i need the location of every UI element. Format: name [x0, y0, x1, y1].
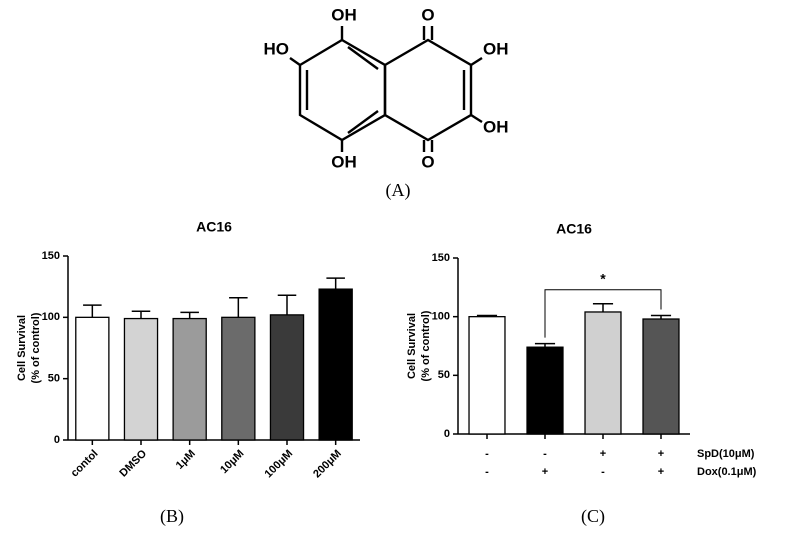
y-tick-label: 100	[42, 311, 60, 323]
atom-label: OH	[483, 39, 509, 58]
bar	[172, 317, 207, 441]
atom-label: OH	[331, 5, 357, 24]
atom-label: HO	[264, 39, 290, 58]
chemical-structure: OH HO OH O OH OH O	[264, 5, 509, 171]
y-axis-label: (% of control)	[30, 312, 42, 383]
bar	[584, 311, 622, 435]
chart-title: AC16	[556, 221, 592, 237]
y-tick-label: 150	[432, 252, 450, 264]
ring	[298, 38, 387, 142]
treatment-sign: +	[658, 466, 664, 478]
x-tick-label: 1μM	[174, 448, 198, 472]
y-axis-label: Cell Survival	[406, 313, 418, 379]
significance-bracket	[544, 289, 662, 338]
chart-title: AC16	[196, 219, 232, 235]
atom-label: OH	[483, 117, 509, 136]
x-tick-label: contol	[69, 448, 101, 480]
bar	[468, 316, 506, 435]
treatment-sign: -	[543, 448, 547, 460]
y-axis-label: Cell Survival	[16, 315, 28, 381]
ring	[383, 38, 473, 142]
bond	[470, 113, 483, 124]
atom-label: O	[421, 5, 434, 24]
treatment-sign: +	[542, 466, 548, 478]
panel-label: (A)	[386, 180, 411, 201]
atom-label: O	[421, 152, 434, 171]
treatment-name: Dox(0.1μM)	[697, 466, 757, 478]
y-axis-label: (% of control)	[420, 310, 432, 381]
panel-label: (C)	[581, 506, 605, 527]
x-tick-label: DMSO	[117, 447, 149, 479]
treatment-name: SpD(10μM)	[697, 448, 755, 460]
x-tick-label: 200μM	[311, 448, 344, 481]
y-tick-label: 0	[444, 428, 450, 440]
double-bond	[347, 46, 379, 70]
bar	[526, 346, 564, 435]
double-bond	[347, 110, 379, 134]
bond	[289, 57, 301, 66]
treatment-sign: -	[601, 466, 605, 478]
bar	[269, 314, 305, 441]
bar	[221, 316, 256, 441]
treatment-sign: +	[658, 448, 664, 460]
panel-label: (B)	[160, 506, 184, 527]
y-tick-label: 50	[438, 369, 450, 381]
significance-label: *	[600, 270, 606, 286]
atom-label: OH	[331, 152, 357, 171]
bar	[75, 316, 110, 441]
y-tick-label: 100	[432, 311, 450, 323]
bar	[123, 317, 159, 441]
x-tick-label: 10μM	[218, 448, 246, 476]
y-tick-label: 150	[42, 250, 60, 262]
bar	[642, 318, 680, 435]
bond	[470, 56, 483, 67]
y-tick-label: 0	[54, 434, 60, 446]
x-tick-label: 100μM	[262, 448, 295, 481]
treatment-sign: -	[485, 448, 489, 460]
y-tick-label: 50	[48, 373, 60, 385]
treatment-sign: -	[485, 466, 489, 478]
treatment-sign: +	[600, 448, 606, 460]
bar	[318, 288, 353, 441]
